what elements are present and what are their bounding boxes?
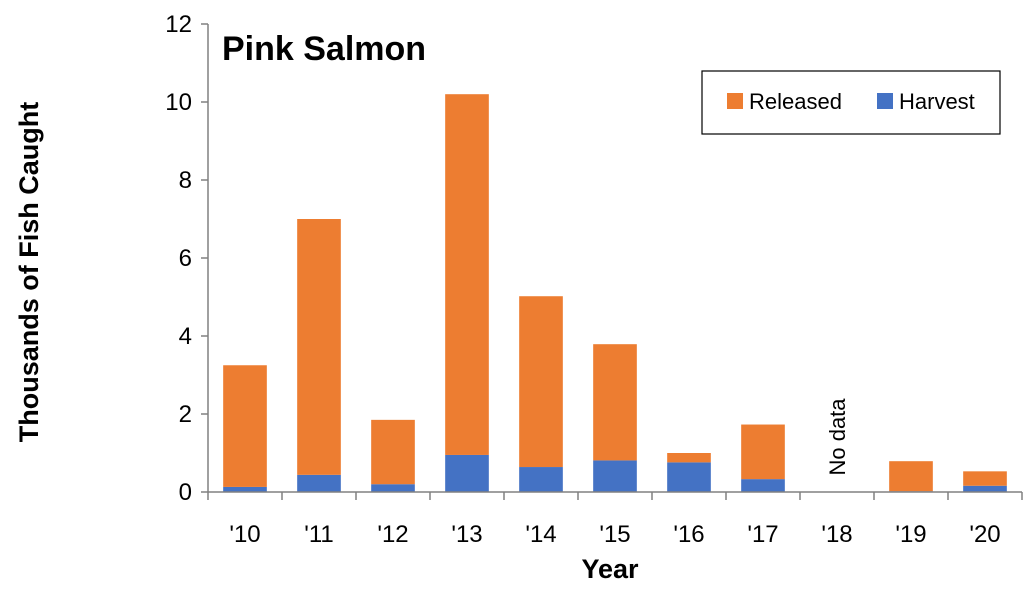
y-tick-label: 4 xyxy=(179,323,192,350)
x-tick-label: '14 xyxy=(525,521,556,548)
bar-harvest-12 xyxy=(371,484,415,492)
bar-released-14 xyxy=(519,296,563,468)
bar-harvest-16 xyxy=(667,462,711,492)
x-tick-label: '13 xyxy=(451,521,482,548)
x-ticks: '10 '11 '12 '13 '14 '15 '16 '17 '18 '19 '20 xyxy=(207,492,1023,548)
y-axis-title: Thousands of Fish Caught xyxy=(14,102,44,442)
bar-released-16 xyxy=(667,453,711,463)
bars-layer xyxy=(223,94,1007,492)
bar-released-17 xyxy=(741,424,785,480)
y-tick-label: 2 xyxy=(179,401,192,428)
x-tick-label: '17 xyxy=(747,521,778,548)
legend-swatch-harvest xyxy=(877,93,893,109)
x-tick-label: '10 xyxy=(229,521,260,548)
bar-harvest-13 xyxy=(445,454,489,492)
bar-released-15 xyxy=(593,344,637,461)
x-tick-label: '20 xyxy=(969,521,1000,548)
bar-harvest-14 xyxy=(519,467,563,492)
bar-harvest-11 xyxy=(297,474,341,492)
bar-harvest-15 xyxy=(593,460,637,492)
bar-harvest-17 xyxy=(741,479,785,492)
x-tick-label: '15 xyxy=(599,521,630,548)
x-tick-label: '18 xyxy=(821,521,852,548)
bar-released-11 xyxy=(297,219,341,475)
x-tick-label: '16 xyxy=(673,521,704,548)
y-tick-label: 6 xyxy=(179,245,192,272)
bar-harvest-20 xyxy=(963,485,1007,492)
chart-title: Pink Salmon xyxy=(222,30,426,68)
bar-released-10 xyxy=(223,365,267,487)
legend-label-harvest: Harvest xyxy=(899,89,975,114)
y-tick-label: 12 xyxy=(165,11,192,38)
legend-swatch-released xyxy=(727,93,743,109)
x-axis-title: Year xyxy=(581,554,639,584)
x-tick-label: '19 xyxy=(895,521,926,548)
legend-frame xyxy=(701,70,1001,135)
y-ticks: 0 2 4 6 8 10 12 xyxy=(165,11,208,506)
x-tick-label: '11 xyxy=(304,521,334,548)
no-data-annotation: No data xyxy=(825,398,850,476)
legend: Released Harvest xyxy=(701,70,1001,135)
y-tick-label: 10 xyxy=(165,89,192,116)
annotations: No data xyxy=(825,398,850,476)
bar-released-13 xyxy=(445,94,489,455)
bar-harvest-10 xyxy=(223,486,267,492)
y-tick-label: 8 xyxy=(179,167,192,194)
x-tick-label: '12 xyxy=(377,521,408,548)
bar-released-19 xyxy=(889,461,933,492)
bar-released-20 xyxy=(963,471,1007,486)
bar-released-12 xyxy=(371,419,415,485)
y-tick-label: 0 xyxy=(179,479,192,506)
legend-label-released: Released xyxy=(749,89,842,114)
